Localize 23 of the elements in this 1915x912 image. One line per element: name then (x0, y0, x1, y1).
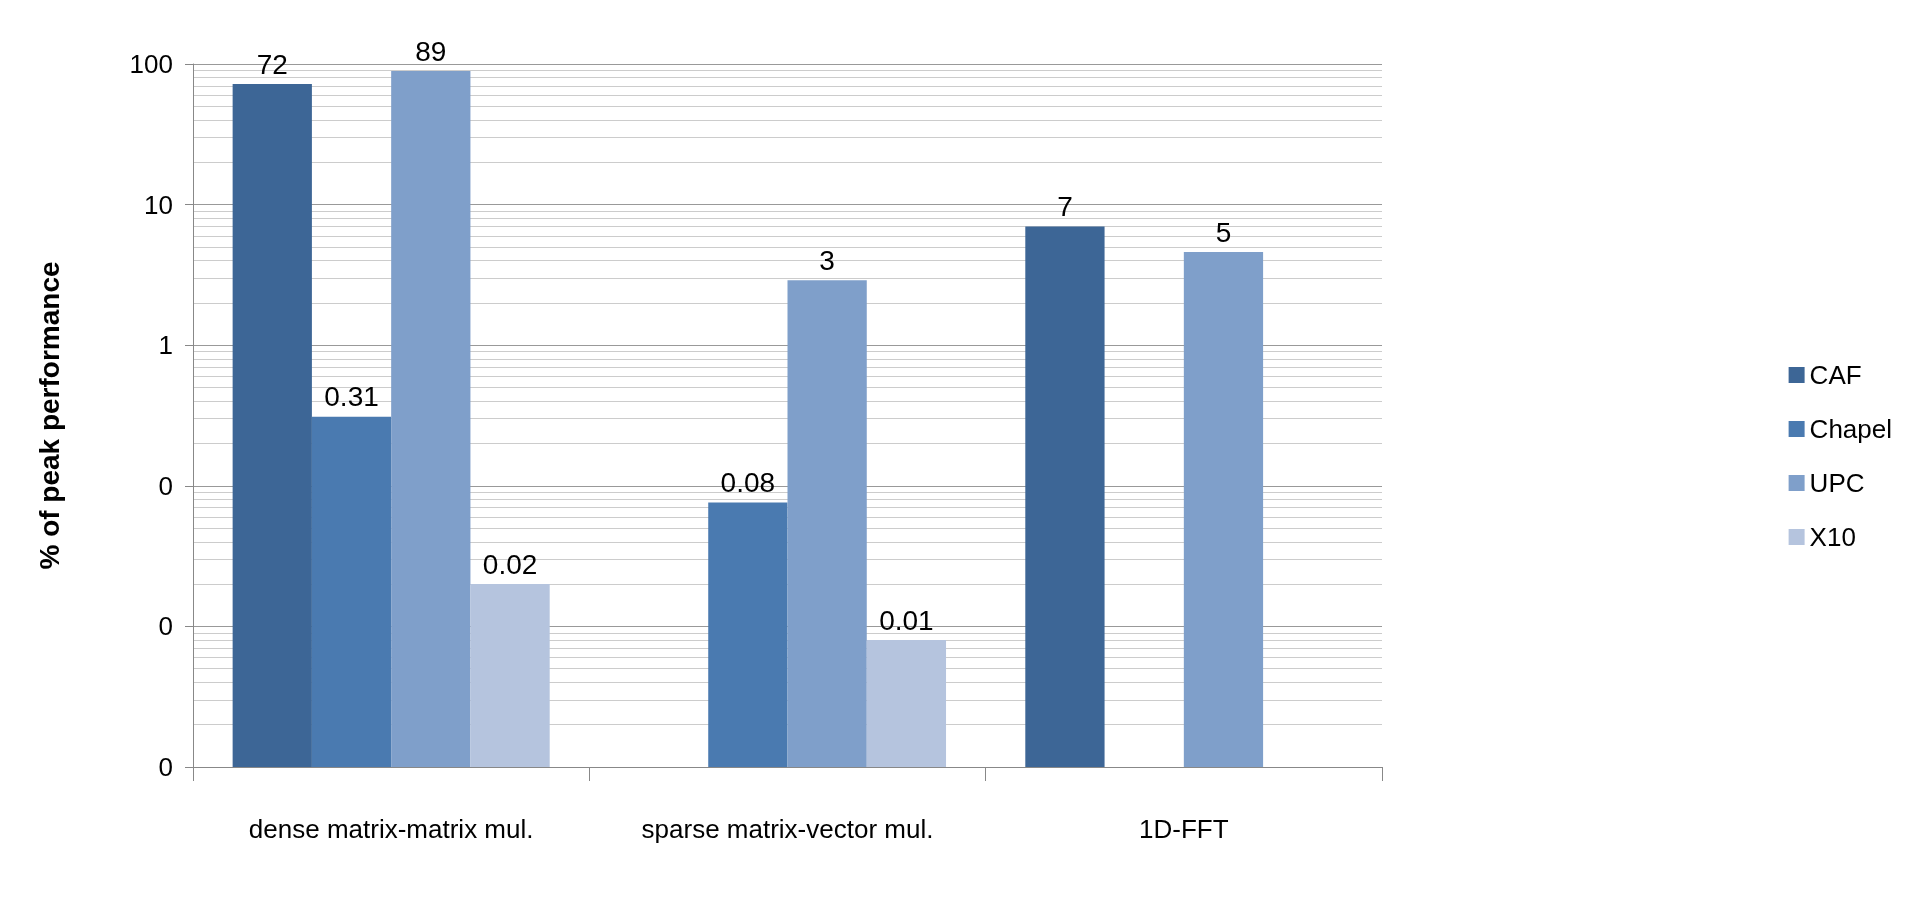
y-tick-label: 10 (144, 189, 173, 220)
data-label: 0.01 (879, 604, 934, 636)
data-label: 5 (1215, 216, 1232, 248)
legend-label: Chapel (1809, 414, 1893, 444)
data-label: 0.08 (720, 467, 776, 499)
legend-label: X10 (1809, 522, 1856, 552)
legend-label: CAF (1809, 360, 1862, 390)
y-tick-label: 0 (158, 470, 173, 501)
data-label: 0.31 (324, 381, 379, 413)
y-tick-label: 0 (158, 611, 173, 642)
y-axis-title: % of peak performance (33, 261, 65, 570)
y-tick-label: 0 (158, 752, 173, 782)
data-label: 89 (415, 35, 447, 67)
x-tick-label: sparse matrix-vector mul. (641, 814, 934, 844)
data-label: 72 (256, 48, 288, 80)
y-tick-label: 100 (129, 49, 173, 79)
data-label: 0.02 (482, 548, 538, 580)
legend-label: UPC (1809, 468, 1865, 498)
data-label: 7 (1057, 190, 1073, 222)
data-label: 3 (819, 244, 835, 276)
y-tick-label: 1 (158, 330, 173, 361)
x-tick-label: dense matrix-matrix mul. (248, 814, 534, 844)
x-tick-label: 1D-FFT (1139, 814, 1229, 844)
